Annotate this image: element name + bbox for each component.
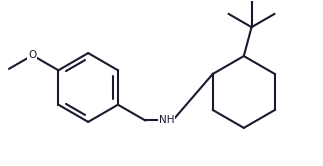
Text: O: O: [28, 50, 36, 60]
Text: NH: NH: [159, 115, 174, 125]
